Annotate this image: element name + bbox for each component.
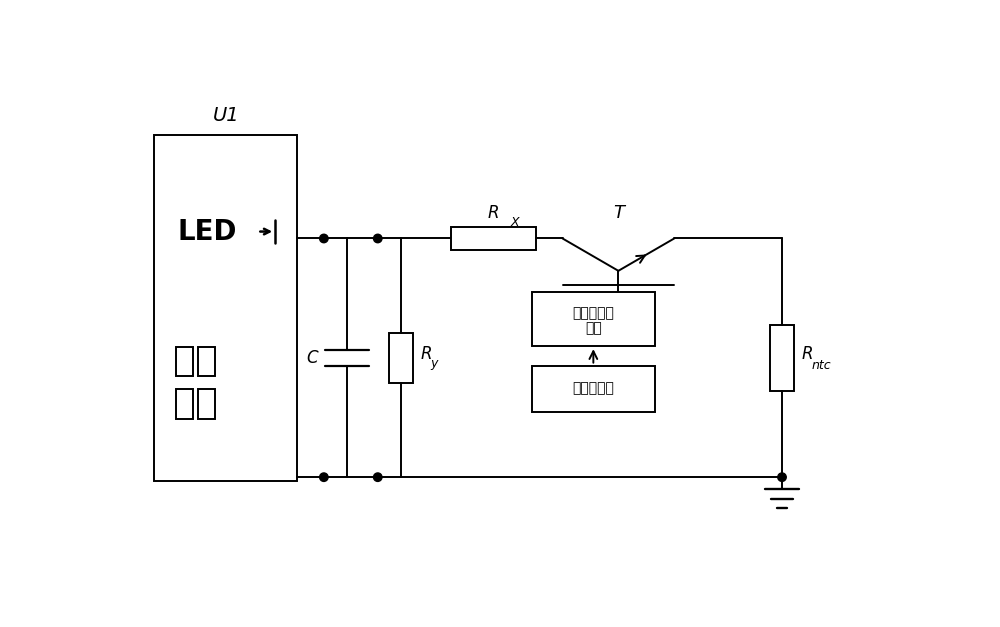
Text: X: X [510, 216, 519, 229]
Text: R: R [420, 345, 432, 363]
Circle shape [320, 473, 328, 482]
Circle shape [320, 234, 328, 243]
Circle shape [374, 473, 382, 482]
Text: 滚回电压比: 滚回电压比 [572, 306, 614, 320]
Bar [770, 325, 794, 391]
Text: 较器: 较器 [585, 322, 602, 335]
Bar [176, 389, 193, 419]
Text: LED: LED [178, 218, 237, 246]
Text: R: R [488, 204, 499, 221]
Text: y: y [430, 357, 437, 371]
Circle shape [374, 234, 382, 243]
Bar [451, 227, 536, 250]
Text: C: C [306, 349, 318, 367]
Bar [532, 366, 655, 412]
Text: R: R [801, 345, 813, 363]
Bar [154, 135, 297, 481]
Bar [176, 347, 193, 376]
Bar [389, 333, 413, 383]
Text: U1: U1 [212, 107, 239, 125]
Bar [198, 389, 215, 419]
Circle shape [778, 473, 786, 482]
Text: ntc: ntc [811, 359, 831, 372]
Bar [532, 292, 655, 346]
Text: T: T [613, 204, 624, 221]
Bar [198, 347, 215, 376]
Text: 温度传感器: 温度传感器 [572, 382, 614, 396]
